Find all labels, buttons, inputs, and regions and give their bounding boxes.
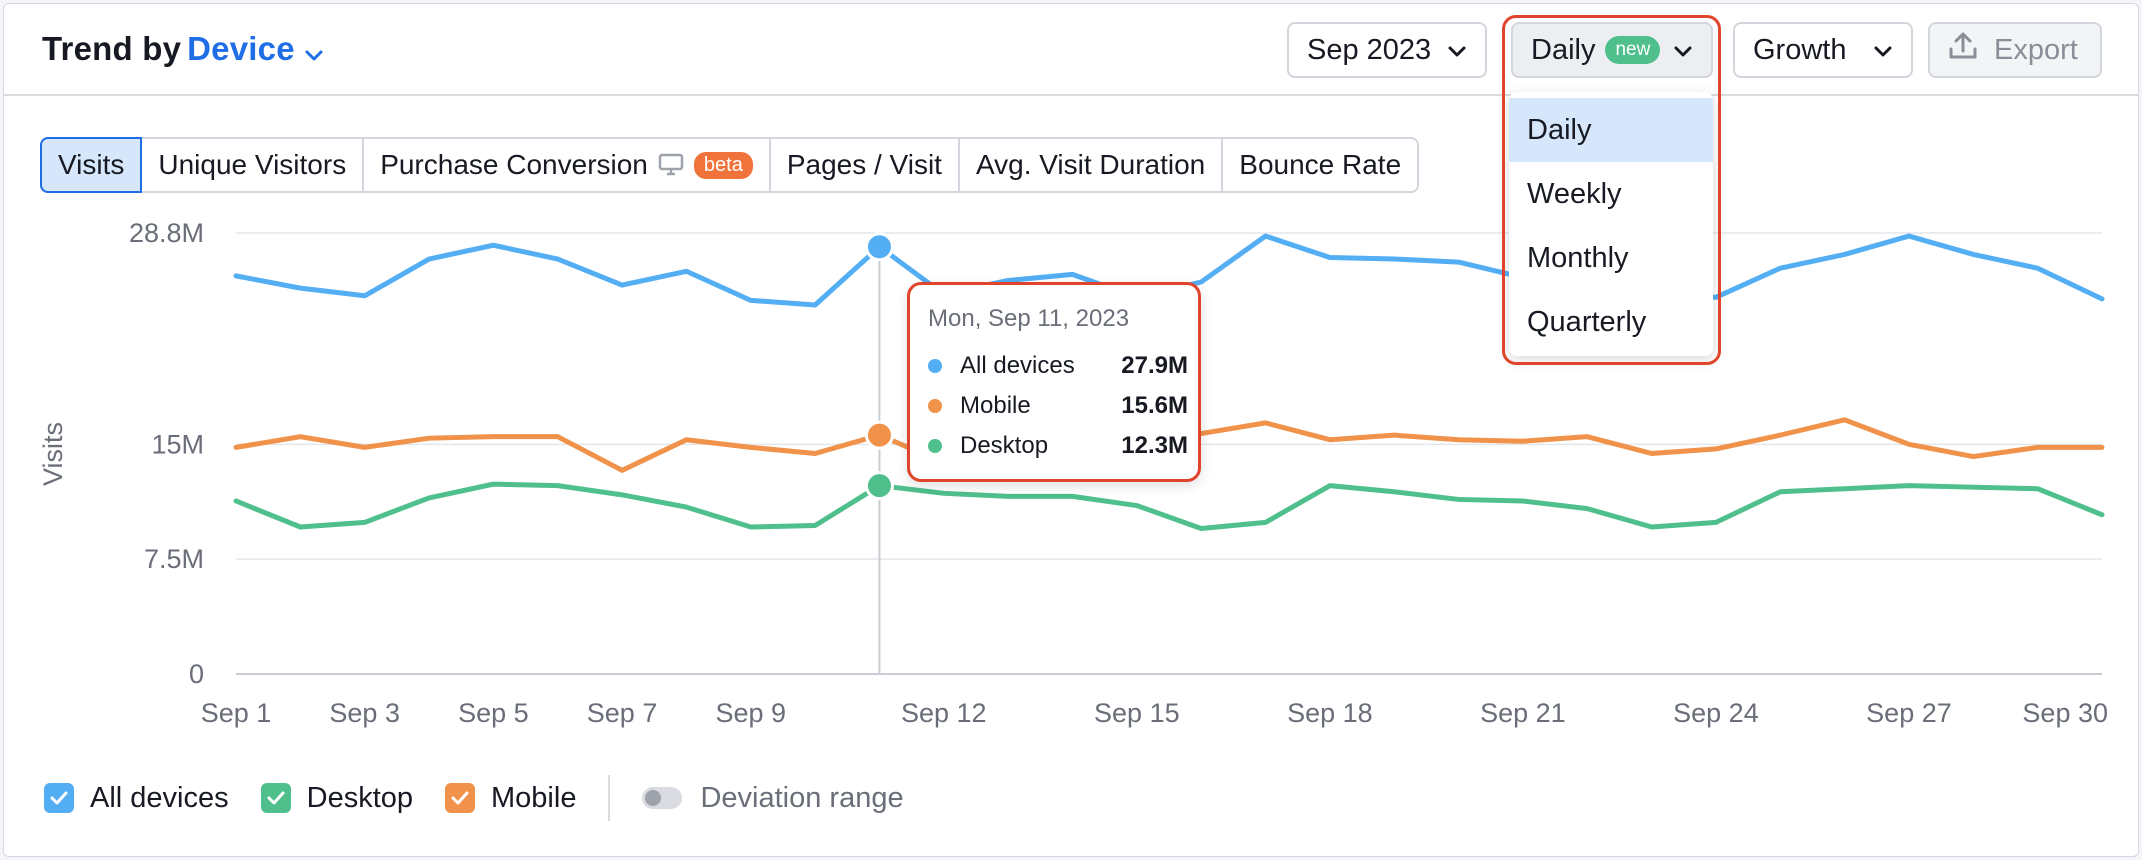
legend-divider bbox=[608, 775, 611, 821]
tooltip-row-all-devices: All devices 27.9M bbox=[928, 351, 1188, 381]
tab-label: Bounce Rate bbox=[1239, 149, 1402, 180]
mode-label: Growth bbox=[1753, 33, 1847, 66]
tab-visits[interactable]: Visits bbox=[40, 137, 143, 193]
granularity-menu: Daily Weekly Monthly Quarterly bbox=[1509, 92, 1713, 356]
y-tick-label: 15M bbox=[151, 429, 204, 459]
checkbox-checked-icon[interactable] bbox=[44, 783, 74, 813]
x-tick-label: Sep 9 bbox=[715, 698, 786, 728]
y-tick-label: 7.5M bbox=[144, 544, 204, 574]
period-dropdown[interactable]: Sep 2023 bbox=[1287, 22, 1487, 78]
card-title: Trend by Device bbox=[42, 30, 323, 70]
tooltip-value: 27.9M bbox=[1121, 352, 1188, 379]
highlight-markers bbox=[864, 232, 894, 501]
period-label: Sep 2023 bbox=[1307, 33, 1432, 66]
legend-all-devices[interactable]: All devices bbox=[44, 782, 229, 815]
tooltip-row-mobile: Mobile 15.6M bbox=[928, 391, 1188, 421]
menu-item-daily[interactable]: Daily bbox=[1509, 98, 1713, 162]
tooltip-value: 12.3M bbox=[1121, 432, 1188, 459]
x-tick-label: Sep 5 bbox=[458, 698, 529, 728]
checkbox-checked-icon[interactable] bbox=[445, 783, 476, 813]
tab-label: Visits bbox=[58, 149, 125, 180]
deviation-range-toggle[interactable]: Deviation range bbox=[642, 781, 904, 815]
tab-bounce-rate[interactable]: Bounce Rate bbox=[1223, 139, 1417, 191]
card-header: Trend by Device Sep 2023 Daily new Growth… bbox=[4, 4, 2138, 96]
tab-label: Pages / Visit bbox=[786, 149, 942, 180]
chevron-down-icon bbox=[1447, 34, 1467, 67]
series-dot bbox=[928, 439, 942, 453]
tooltip-value: 15.6M bbox=[1121, 392, 1188, 419]
legend-mobile[interactable]: Mobile bbox=[445, 782, 576, 815]
tab-pages-per-visit[interactable]: Pages / Visit bbox=[771, 139, 960, 191]
tooltip-label: Mobile bbox=[960, 392, 1031, 419]
series-dot bbox=[928, 399, 942, 413]
dimension-label: Device bbox=[187, 30, 295, 67]
y-axis: 0 7.5M 15M 28.8M bbox=[129, 218, 204, 689]
y-tick-label: 28.8M bbox=[129, 218, 204, 248]
export-label: Export bbox=[1994, 33, 2078, 66]
x-tick-label: Sep 18 bbox=[1287, 698, 1373, 728]
x-tick-label: Sep 12 bbox=[901, 698, 987, 728]
dimension-selector[interactable]: Device bbox=[187, 30, 323, 67]
export-button[interactable]: Export bbox=[1928, 22, 2102, 78]
legend-label: Mobile bbox=[491, 781, 577, 814]
x-tick-label: Sep 1 bbox=[201, 698, 272, 728]
granularity-label: Daily bbox=[1531, 33, 1596, 66]
x-tick-label: Sep 30 bbox=[2022, 698, 2108, 728]
metric-tabs: Visits Unique Visitors Purchase Conversi… bbox=[40, 137, 1420, 193]
menu-item-quarterly[interactable]: Quarterly bbox=[1527, 305, 1647, 338]
checkbox-checked-icon[interactable] bbox=[260, 783, 291, 813]
desktop-icon bbox=[658, 153, 684, 177]
highlight-point bbox=[864, 471, 894, 501]
legend-label: All devices bbox=[90, 781, 229, 814]
chevron-down-icon bbox=[1873, 34, 1893, 67]
upload-icon bbox=[1948, 31, 1994, 69]
tab-label: Avg. Visit Duration bbox=[975, 149, 1206, 180]
highlight-point bbox=[864, 420, 894, 450]
x-tick-label: Sep 21 bbox=[1480, 698, 1566, 728]
toggle-switch[interactable] bbox=[642, 787, 683, 809]
series-dot bbox=[928, 359, 942, 373]
chevron-down-icon bbox=[1673, 34, 1693, 67]
y-tick-label: 0 bbox=[189, 659, 204, 689]
tooltip-label: All devices bbox=[960, 352, 1075, 379]
beta-badge: beta bbox=[693, 151, 753, 179]
tooltip-date: Mon, Sep 11, 2023 bbox=[928, 305, 1130, 332]
x-tick-label: Sep 24 bbox=[1673, 698, 1759, 728]
tab-unique-visitors[interactable]: Unique Visitors bbox=[142, 139, 365, 191]
menu-item-weekly[interactable]: Weekly bbox=[1527, 177, 1622, 210]
x-tick-label: Sep 7 bbox=[587, 698, 658, 728]
series-line-desktop bbox=[233, 481, 2105, 532]
legend-label: Desktop bbox=[306, 781, 414, 814]
tab-label: Purchase Conversion bbox=[380, 149, 648, 180]
x-tick-label: Sep 3 bbox=[329, 698, 400, 728]
trend-card: Trend by Device Sep 2023 Daily new Growth… bbox=[3, 3, 2139, 857]
tooltip-label: Desktop bbox=[960, 432, 1049, 459]
granularity-dropdown[interactable]: Daily new bbox=[1511, 22, 1713, 78]
legend-desktop[interactable]: Desktop bbox=[260, 781, 414, 815]
menu-item-monthly[interactable]: Monthly bbox=[1527, 241, 1629, 274]
deviation-label: Deviation range bbox=[700, 781, 904, 814]
x-axis: Sep 1 Sep 3 Sep 5 Sep 7 Sep 9 Sep 12 Sep 15 Sep… bbox=[201, 698, 2108, 728]
y-axis-label: Visits bbox=[38, 422, 68, 486]
tooltip-row-desktop: Desktop 12.3M bbox=[928, 431, 1188, 461]
new-badge: new bbox=[1605, 36, 1661, 64]
x-tick-label: Sep 15 bbox=[1094, 698, 1180, 728]
tab-label: Unique Visitors bbox=[158, 149, 347, 180]
growth-dropdown[interactable]: Growth bbox=[1733, 22, 1913, 78]
chart-legend: All devices Desktop Mobile Deviation ran… bbox=[44, 775, 936, 821]
x-tick-label: Sep 27 bbox=[1866, 698, 1952, 728]
chevron-down-icon bbox=[305, 32, 323, 70]
highlight-point bbox=[864, 232, 894, 262]
tab-purchase-conversion[interactable]: Purchase Conversion beta bbox=[364, 139, 771, 191]
chart-tooltip: Mon, Sep 11, 2023 All devices 27.9M Mobi… bbox=[907, 282, 1201, 482]
title-prefix: Trend by bbox=[42, 30, 182, 67]
tab-avg-visit-duration[interactable]: Avg. Visit Duration bbox=[960, 139, 1224, 191]
